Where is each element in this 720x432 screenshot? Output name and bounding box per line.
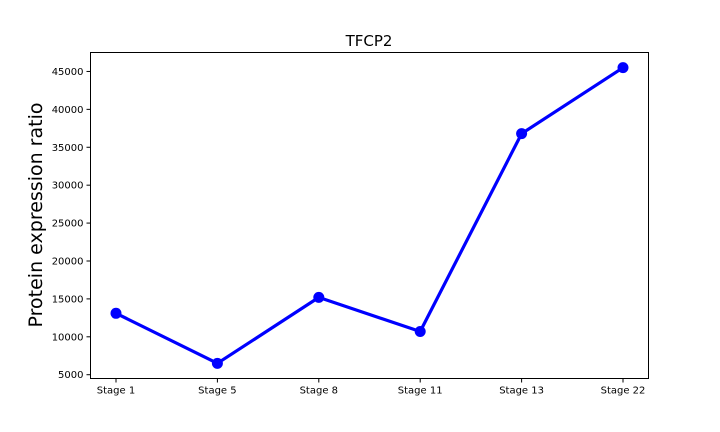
x-tick-label: Stage 13 — [499, 386, 544, 397]
x-tick-label: Stage 8 — [300, 386, 338, 397]
x-tick-label: Stage 5 — [198, 386, 236, 397]
y-tick-label: 20000 — [52, 256, 84, 267]
data-point — [414, 325, 426, 337]
data-point — [516, 128, 528, 140]
series-group — [110, 62, 629, 369]
x-tick-label: Stage 1 — [97, 386, 135, 397]
data-point — [617, 62, 629, 74]
y-tick-label: 5000 — [58, 370, 83, 381]
data-point — [211, 357, 223, 369]
y-tick-label: 40000 — [52, 105, 84, 116]
series-line — [115, 66, 624, 365]
plot-area — [90, 52, 649, 379]
x-tick-label: Stage 22 — [601, 386, 646, 397]
data-point — [313, 291, 325, 303]
y-tick-label: 10000 — [52, 332, 84, 343]
x-tick-label: Stage 11 — [398, 386, 443, 397]
chart-title: TFCP2 — [345, 32, 393, 50]
y-tick-label: 45000 — [52, 67, 84, 78]
y-tick-label: 25000 — [52, 219, 84, 230]
y-tick-label: 35000 — [52, 143, 84, 154]
y-tick-label: 30000 — [52, 181, 84, 192]
axis-ticks: 5000 10000 15000 20000 25000 30000 35000 40000 4… — [52, 67, 646, 397]
y-tick-label: 15000 — [52, 294, 84, 305]
y-axis-label: Protein expression ratio — [25, 103, 47, 328]
data-point — [110, 307, 122, 319]
